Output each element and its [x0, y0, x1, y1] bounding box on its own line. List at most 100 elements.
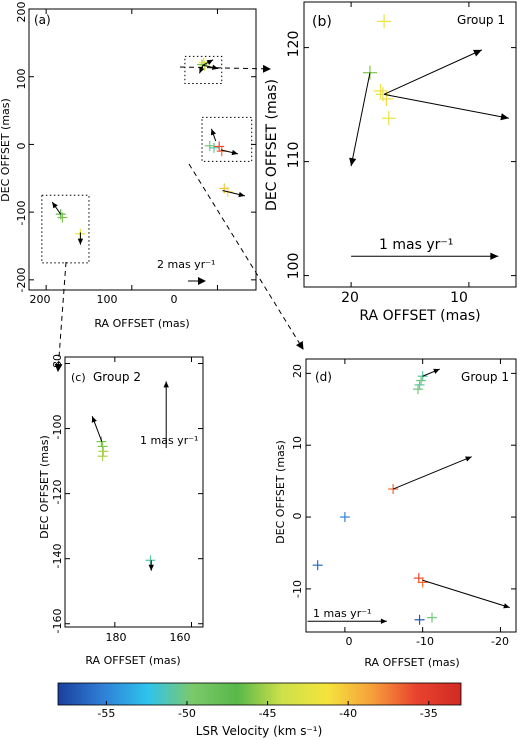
- motion-arrow: [202, 59, 214, 66]
- scale-arrow-head: [490, 252, 499, 260]
- panel-d-xtick-0: 0: [346, 635, 353, 648]
- panel-c: (c) Group 2 RA OFFSET (mas) DEC OFFSET (…: [38, 354, 204, 667]
- motion-arrow-head: [210, 128, 216, 136]
- motion-arrow-head: [206, 59, 214, 65]
- panel-d-xtick-m20: -20: [491, 635, 509, 648]
- maser-spot: [57, 212, 68, 223]
- motion-arrow: [220, 149, 239, 156]
- motion-arrow-head: [211, 64, 219, 70]
- colorbar-tick-label: -40: [339, 707, 357, 720]
- panel-c-ylabel: DEC OFFSET (mas): [38, 435, 51, 539]
- panel-c-ytick-m140: -140: [51, 544, 64, 569]
- scale-arrow: [351, 252, 499, 260]
- panel-c-ytick-m100: -100: [51, 415, 64, 440]
- panel-d-ylabel: DEC OFFSET (mas): [274, 440, 287, 544]
- colorbar-ticks: -55 -50 -45 -40 -35: [97, 701, 438, 720]
- motion-arrow-head: [349, 157, 357, 167]
- motion-arrow: [422, 579, 510, 609]
- panel-b: (b) Group 1 RA OFFSET (mas) DEC OFFSET (…: [264, 1, 517, 324]
- panel-d-ytick-0: 0: [291, 513, 304, 520]
- maser-spot: [414, 379, 425, 390]
- maser-spot: [414, 614, 425, 625]
- panel-b-ytick-100: 100: [286, 253, 302, 280]
- panel-c-label: (c): [71, 371, 86, 384]
- panel-a-label: (a): [34, 13, 51, 27]
- maser-spot: [416, 375, 427, 386]
- maser-spot: [98, 446, 109, 457]
- maser-spot: [381, 111, 396, 126]
- panel-a-xtick-0: 0: [171, 293, 178, 306]
- panel-b-frame: [303, 1, 517, 288]
- panel-a-ytick-100: 100: [15, 69, 28, 90]
- motion-arrow-head: [473, 49, 482, 57]
- motion-arrow-head: [238, 191, 245, 198]
- panel-b-ytick-120: 120: [286, 31, 302, 58]
- panel-d-label: (d): [315, 370, 332, 384]
- motion-arrow: [202, 64, 219, 70]
- motion-arrow: [392, 456, 472, 490]
- motion-arrow-head: [199, 66, 205, 74]
- motion-arrow-shaft: [422, 579, 510, 609]
- panel-c-marks: [65, 357, 203, 627]
- panel-c-ytick-m160: -160: [51, 609, 64, 634]
- panel-c-ytick-m80: -80: [51, 354, 64, 372]
- panel-a: (a) RA OFFSET (mas) DEC OFFSET (mas) 200…: [0, 2, 257, 330]
- panel-d-title: Group 1: [461, 370, 509, 384]
- panel-d-scale-label: 1 mas yr⁻¹: [313, 607, 371, 620]
- motion-arrow-head: [77, 238, 84, 245]
- region-box: [41, 194, 90, 264]
- motion-arrow-shaft: [383, 49, 483, 95]
- motion-arrow: [51, 201, 62, 215]
- maser-spot: [214, 141, 225, 152]
- motion-arrow: [383, 49, 483, 95]
- motion-arrow: [222, 189, 245, 198]
- motion-arrow: [148, 560, 154, 571]
- motion-arrow-shaft: [392, 456, 472, 490]
- motion-arrow-shaft: [350, 72, 371, 167]
- motion-arrow-head: [503, 603, 510, 609]
- panel-c-xtick-160: 160: [170, 631, 191, 644]
- panel-a-ylabel: DEC OFFSET (mas): [0, 98, 12, 202]
- panel-c-ytick-m120: -120: [51, 480, 64, 505]
- motion-arrow: [91, 416, 103, 442]
- panel-a-xtick-100: 100: [97, 293, 118, 306]
- colorbar-tick-label: -35: [420, 707, 438, 720]
- motion-arrow-head: [148, 564, 154, 571]
- panel-a-ytick-m100: -100: [15, 201, 28, 226]
- panel-d-xtick-m10: -10: [416, 635, 434, 648]
- scale-arrow-head: [380, 618, 387, 624]
- colorbar-tick-label: -55: [97, 707, 115, 720]
- maser-spot: [379, 91, 394, 106]
- maser-spot: [97, 441, 108, 452]
- panel-d-marks: [306, 359, 516, 632]
- panel-b-xtick-10: 10: [450, 290, 468, 306]
- motion-arrow: [77, 232, 84, 245]
- region-box: [201, 116, 253, 162]
- panel-d-frame: [305, 358, 517, 633]
- panel-b-ylabel: DEC OFFSET (mas): [264, 79, 280, 211]
- maser-spot: [373, 83, 388, 98]
- maser-spot: [97, 451, 108, 462]
- motion-arrow: [349, 72, 371, 167]
- panel-a-xtick-200: 200: [30, 293, 51, 306]
- panel-b-xtick-20: 20: [341, 290, 359, 306]
- maser-spot: [427, 612, 437, 623]
- panel-d-ytick-10: 10: [291, 436, 304, 450]
- maser-spot: [204, 140, 215, 151]
- maser-spot: [312, 560, 323, 571]
- panel-d-xlabel: RA OFFSET (mas): [364, 656, 459, 669]
- connectors: [54, 64, 304, 372]
- panel-c-xlabel: RA OFFSET (mas): [85, 654, 180, 667]
- scale-arrow: [307, 618, 387, 624]
- scale-arrow: [163, 381, 169, 449]
- panel-b-title: Group 1: [457, 13, 505, 27]
- colorbar-tick-label: -45: [259, 707, 277, 720]
- panel-c-frame: [64, 356, 204, 628]
- scale-arrow-head: [163, 381, 169, 388]
- panel-d-ytick-20: 20: [291, 364, 304, 378]
- panel-a-marks: [29, 8, 256, 290]
- motion-arrow-shaft: [383, 93, 510, 119]
- motion-arrow: [210, 128, 217, 142]
- motion-arrow-head: [433, 368, 440, 374]
